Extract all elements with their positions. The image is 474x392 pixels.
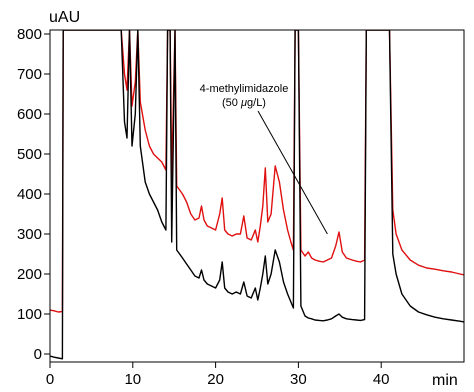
x-axis: 0 10 20 30 40 [46,362,390,388]
annotation-line-1: 4-methylimidazole [200,83,289,95]
y-tick-label: 800 [17,26,42,43]
y-tick-label: 200 [17,266,42,283]
y-tick-label: 400 [17,186,42,203]
x-tick-label: 10 [124,371,141,388]
y-tick-label: 700 [17,66,42,83]
x-tick-label: 0 [46,371,54,388]
x-tick-label: 20 [207,371,224,388]
y-tick-label: 100 [17,306,42,323]
y-tick-label: 300 [17,226,42,243]
plot-frame [49,29,465,363]
annotation: 4-methylimidazole (50 μg/L) [200,83,328,235]
annotation-line-2: (50 μg/L) [222,97,266,109]
series-line-2 [50,30,464,360]
series-layer [50,30,464,360]
y-tick-label: 500 [17,146,42,163]
x-tick-label: 30 [290,371,307,388]
y-axis: 0 100 200 300 400 500 600 700 800 [17,26,50,363]
x-axis-label: min [432,372,458,389]
series-line-1 [50,30,464,313]
y-tick-label: 600 [17,106,42,123]
y-axis-label: uAU [49,9,80,26]
annotation-pointer [257,110,328,235]
y-tick-label: 0 [34,346,42,363]
x-tick-label: 40 [373,371,390,388]
